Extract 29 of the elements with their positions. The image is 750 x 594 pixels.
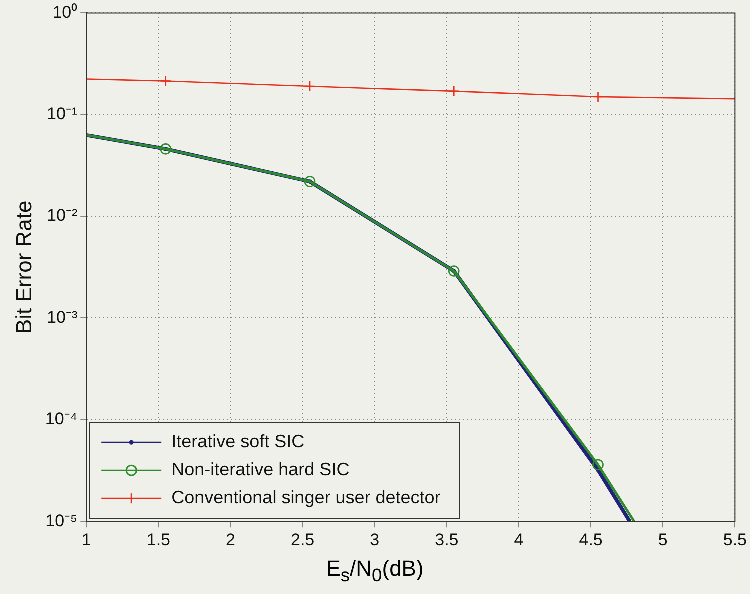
x-tick-label: 3: [370, 530, 380, 550]
x-tick-label: 4: [514, 530, 524, 550]
y-tick-label: 10⁰: [52, 2, 78, 22]
legend-label: Iterative soft SIC: [172, 432, 305, 452]
point: [448, 266, 460, 277]
point: [592, 91, 604, 103]
x-tick-label: 4.5: [579, 530, 603, 550]
y-axis-title: Bit Error Rate: [11, 200, 36, 334]
y-tick-label: 10⁻¹: [47, 104, 78, 124]
y-tick-label: 10⁻⁴: [45, 410, 78, 429]
y-tick-label: 10⁻⁵: [46, 511, 78, 530]
y-tick-label: 10⁻³: [47, 308, 78, 327]
legend-label: Non-iterative hard SIC: [172, 460, 350, 480]
point: [160, 76, 172, 87]
point: [304, 176, 316, 188]
x-tick-label: 1: [82, 530, 92, 550]
x-tick-label: 2: [226, 530, 236, 550]
y-tick-label: 10⁻²: [47, 206, 78, 226]
x-tick-label: 5.5: [723, 530, 748, 550]
x-tick-label: 5: [658, 530, 668, 550]
point: [448, 86, 460, 98]
x-axis-title: E$_{s}$/N$_{0}$(dB): [325, 556, 425, 586]
x-tick-label: 2.5: [290, 530, 315, 550]
legend-label: Conventional singer user detector: [172, 488, 441, 508]
point: [160, 144, 172, 155]
point: [304, 80, 316, 92]
point: [592, 459, 604, 471]
x-tick-label: 3.5: [435, 530, 459, 550]
x-tick-label: 1.5: [146, 530, 170, 550]
